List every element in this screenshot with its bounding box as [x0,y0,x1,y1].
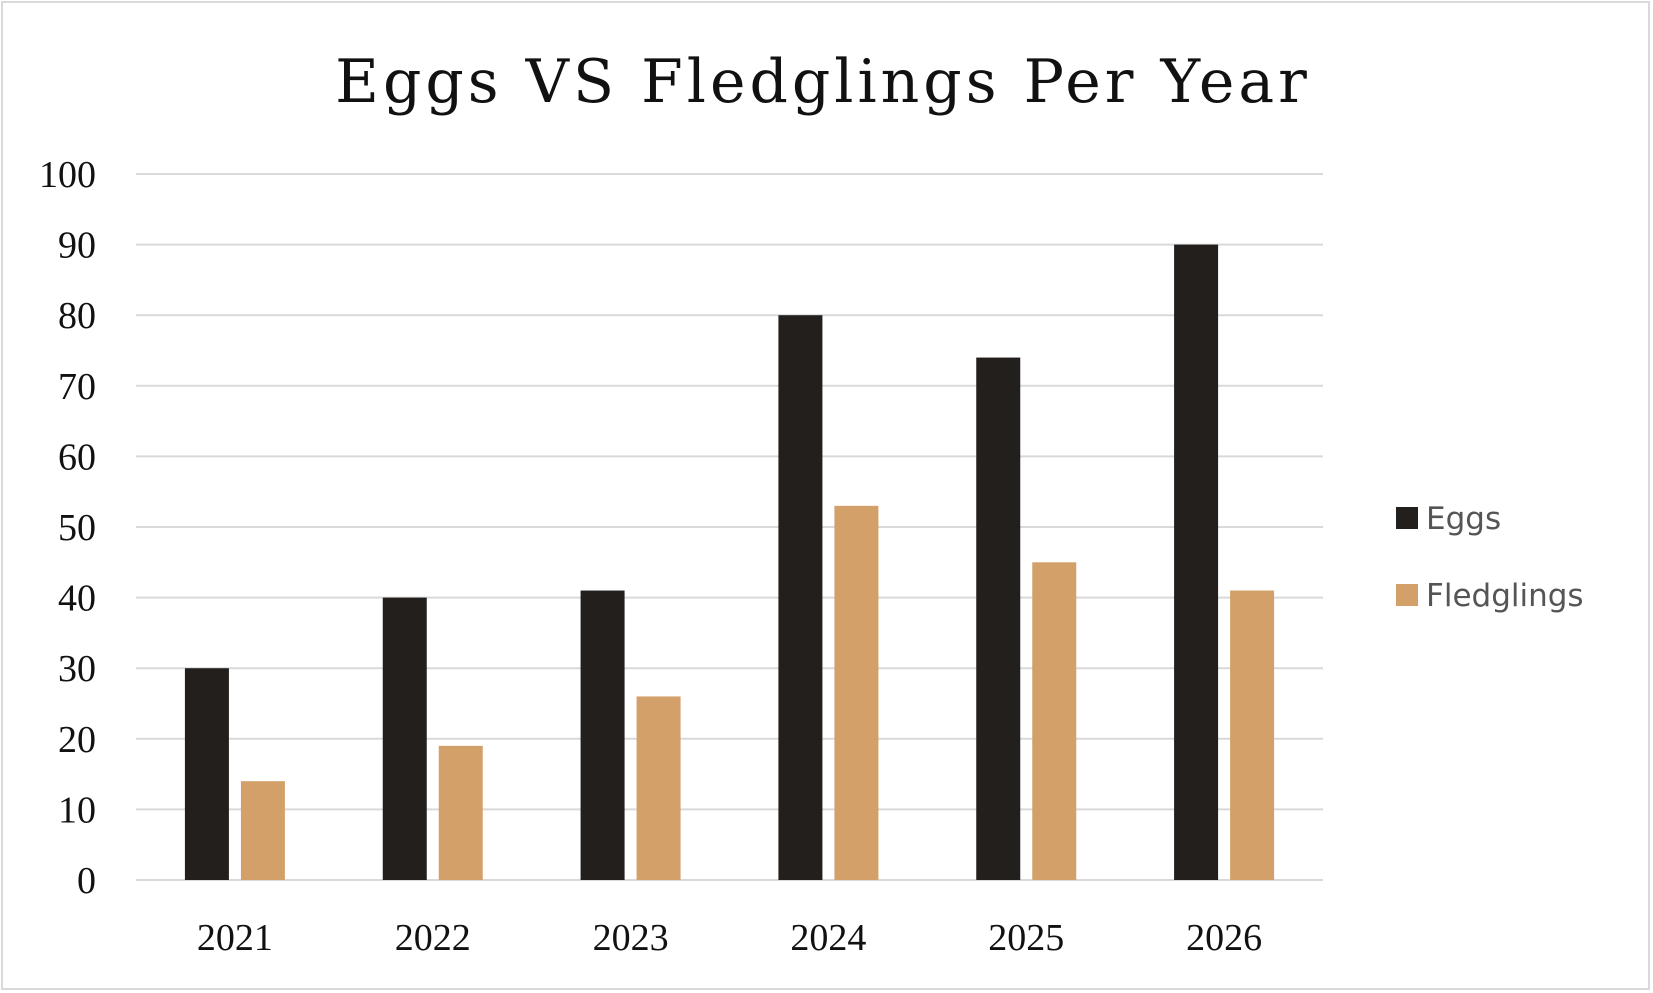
bars [184,244,1275,881]
bar-eggs-2024 [778,315,823,880]
bar-eggs-2026 [1174,244,1219,881]
x-tick-label: 2026 [1186,917,1262,959]
x-tick-label: 2025 [988,917,1064,959]
y-tick-label: 40 [58,578,96,620]
y-tick-label: 0 [77,860,96,902]
bar-fledglings-2023 [636,696,681,880]
y-tick-label: 50 [58,507,96,549]
legend: Eggs Fledglings [1396,501,1584,614]
y-tick-label: 60 [58,436,96,478]
bar-fledglings-2025 [1032,562,1077,880]
bar-eggs-2021 [184,668,229,880]
bar-eggs-2023 [580,590,625,880]
y-tick-label: 100 [39,154,96,196]
x-tick-label: 2022 [395,917,471,959]
bar-eggs-2025 [976,357,1021,880]
chart-title: Eggs VS Fledglings Per Year [335,47,1311,117]
bar-fledglings-2022 [438,745,483,880]
bar-fledglings-2021 [240,781,285,880]
x-axis-ticks: 2021 2022 2023 2024 2025 2026 [197,917,1262,959]
gridlines [136,173,1323,881]
legend-swatch-eggs [1396,507,1418,529]
bar-eggs-2022 [382,597,427,880]
x-tick-label: 2023 [593,917,669,959]
x-tick-label: 2024 [790,917,866,959]
legend-label-fledglings: Fledglings [1426,578,1584,614]
bar-fledglings-2024 [834,505,879,880]
y-tick-label: 30 [58,648,96,690]
legend-label-eggs: Eggs [1426,501,1501,537]
y-tick-label: 10 [58,789,96,831]
y-axis-ticks: 0 10 20 30 40 50 60 70 80 90 100 [39,154,96,902]
x-tick-label: 2021 [197,917,273,959]
bar-fledglings-2026 [1230,590,1275,880]
legend-swatch-fledglings [1396,584,1418,606]
y-tick-label: 20 [58,719,96,761]
y-tick-label: 90 [58,225,96,267]
y-tick-label: 70 [58,366,96,408]
y-tick-label: 80 [58,295,96,337]
